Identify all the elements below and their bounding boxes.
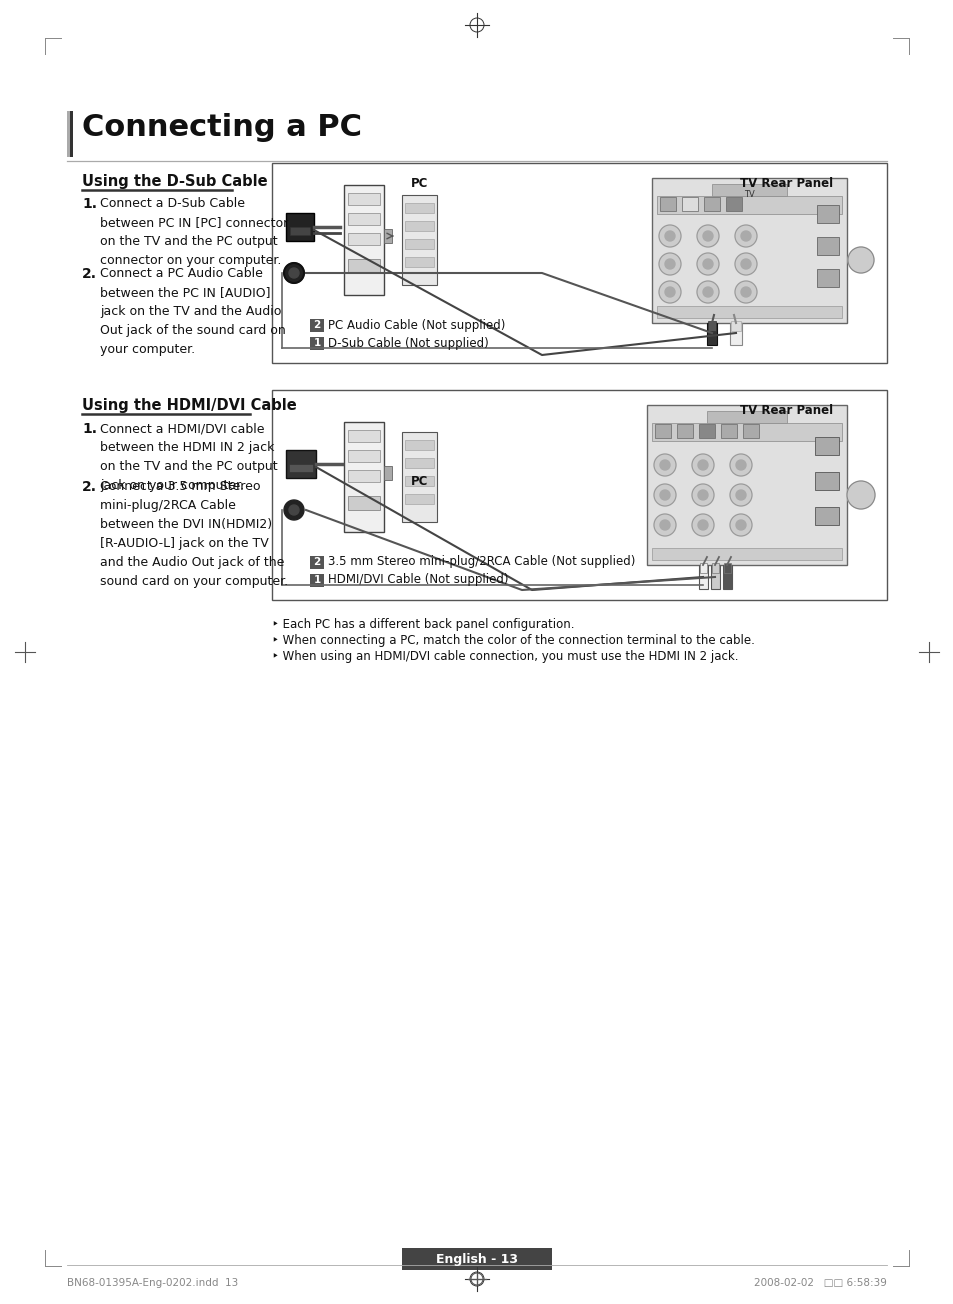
Text: Connect a HDMI/DVI cable
between the HDMI IN 2 jack
on the TV and the PC output
: Connect a HDMI/DVI cable between the HDM… xyxy=(100,422,277,492)
Bar xyxy=(286,213,314,241)
Bar xyxy=(725,197,741,211)
Circle shape xyxy=(664,259,675,269)
Bar xyxy=(348,193,379,205)
Circle shape xyxy=(698,460,707,469)
Bar xyxy=(720,424,737,438)
Text: D-Sub Cable (Not supplied): D-Sub Cable (Not supplied) xyxy=(328,336,488,349)
Circle shape xyxy=(697,226,719,246)
Bar xyxy=(730,321,740,331)
Bar xyxy=(700,563,706,572)
Text: PC: PC xyxy=(411,177,428,190)
Bar xyxy=(384,230,392,243)
Text: Connect a D-Sub Cable
between PC IN [PC] connector
on the TV and the PC output
c: Connect a D-Sub Cable between PC IN [PC]… xyxy=(100,197,288,267)
Text: 2.: 2. xyxy=(82,267,97,280)
Bar xyxy=(310,574,324,587)
Bar xyxy=(707,321,716,331)
Circle shape xyxy=(691,514,713,536)
Circle shape xyxy=(734,280,757,303)
Bar xyxy=(657,196,841,214)
Bar xyxy=(348,213,379,226)
Circle shape xyxy=(691,484,713,506)
Circle shape xyxy=(735,490,745,499)
Text: TV: TV xyxy=(742,190,754,200)
Bar xyxy=(729,323,741,346)
Bar xyxy=(401,432,436,522)
Circle shape xyxy=(659,253,680,275)
Bar xyxy=(816,205,838,223)
Text: 1.: 1. xyxy=(82,197,97,211)
Text: 1: 1 xyxy=(313,575,320,585)
Bar xyxy=(344,422,384,532)
Circle shape xyxy=(654,514,676,536)
Bar xyxy=(272,163,886,363)
Bar xyxy=(405,439,434,450)
Bar xyxy=(723,563,730,572)
Text: TV Rear Panel: TV Rear Panel xyxy=(740,177,833,190)
Bar xyxy=(348,233,379,245)
Bar xyxy=(405,220,434,231)
Bar xyxy=(405,494,434,505)
Bar xyxy=(703,197,720,211)
Circle shape xyxy=(698,520,707,529)
Bar xyxy=(711,563,719,572)
Circle shape xyxy=(664,287,675,297)
Text: 2: 2 xyxy=(313,557,320,567)
Circle shape xyxy=(659,490,669,499)
Circle shape xyxy=(735,460,745,469)
Bar xyxy=(286,450,315,479)
Bar xyxy=(348,496,379,510)
Text: Using the HDMI/DVI Cable: Using the HDMI/DVI Cable xyxy=(82,398,296,413)
Text: ‣ When connecting a PC, match the color of the connection terminal to the cable.: ‣ When connecting a PC, match the color … xyxy=(272,634,754,647)
Circle shape xyxy=(654,484,676,506)
Bar xyxy=(646,406,846,565)
Text: 3.5 mm Stereo mini-plug/2RCA Cable (Not supplied): 3.5 mm Stereo mini-plug/2RCA Cable (Not … xyxy=(328,556,635,569)
Bar xyxy=(742,424,759,438)
Bar xyxy=(405,257,434,267)
Text: Connect a 3.5 mm Stereo
mini-plug/2RCA Cable
between the DVI IN(HDMI2)
[R-AUDIO-: Connect a 3.5 mm Stereo mini-plug/2RCA C… xyxy=(100,480,288,588)
Bar xyxy=(722,565,731,589)
Text: 2: 2 xyxy=(313,319,320,330)
Circle shape xyxy=(729,484,751,506)
Bar xyxy=(272,390,886,600)
Circle shape xyxy=(664,231,675,241)
Circle shape xyxy=(846,481,874,509)
Circle shape xyxy=(691,454,713,476)
Text: 2.: 2. xyxy=(82,480,97,494)
Bar xyxy=(310,556,324,569)
Bar xyxy=(814,507,838,526)
Circle shape xyxy=(659,460,669,469)
Circle shape xyxy=(729,514,751,536)
Bar xyxy=(348,450,379,462)
Bar xyxy=(348,469,379,482)
Bar xyxy=(706,411,786,422)
Bar xyxy=(651,179,846,323)
Bar xyxy=(405,239,434,249)
Circle shape xyxy=(735,520,745,529)
Bar xyxy=(401,1248,552,1270)
Text: Connecting a PC: Connecting a PC xyxy=(82,113,361,142)
Bar xyxy=(816,237,838,256)
Text: Connect a PC Audio Cable
between the PC IN [AUDIO]
jack on the TV and the Audio
: Connect a PC Audio Cable between the PC … xyxy=(100,267,286,356)
Circle shape xyxy=(740,259,750,269)
Circle shape xyxy=(847,246,873,273)
Circle shape xyxy=(729,454,751,476)
Text: PC Audio Cable (Not supplied): PC Audio Cable (Not supplied) xyxy=(328,318,505,331)
Circle shape xyxy=(659,520,669,529)
Text: ‣ Each PC has a different back panel configuration.: ‣ Each PC has a different back panel con… xyxy=(272,618,574,631)
Bar xyxy=(289,464,313,472)
Bar xyxy=(70,111,73,156)
Circle shape xyxy=(697,253,719,275)
Bar xyxy=(699,424,714,438)
Circle shape xyxy=(702,287,712,297)
Circle shape xyxy=(284,499,304,520)
Bar xyxy=(290,227,310,235)
Bar xyxy=(405,458,434,468)
Bar xyxy=(814,437,838,455)
Text: 1: 1 xyxy=(313,338,320,348)
Bar xyxy=(310,319,324,333)
Text: 1.: 1. xyxy=(82,422,97,436)
Text: 2008-02-02   □□ 6:58:39: 2008-02-02 □□ 6:58:39 xyxy=(753,1278,886,1288)
Circle shape xyxy=(698,490,707,499)
Circle shape xyxy=(702,259,712,269)
Bar xyxy=(651,548,841,559)
